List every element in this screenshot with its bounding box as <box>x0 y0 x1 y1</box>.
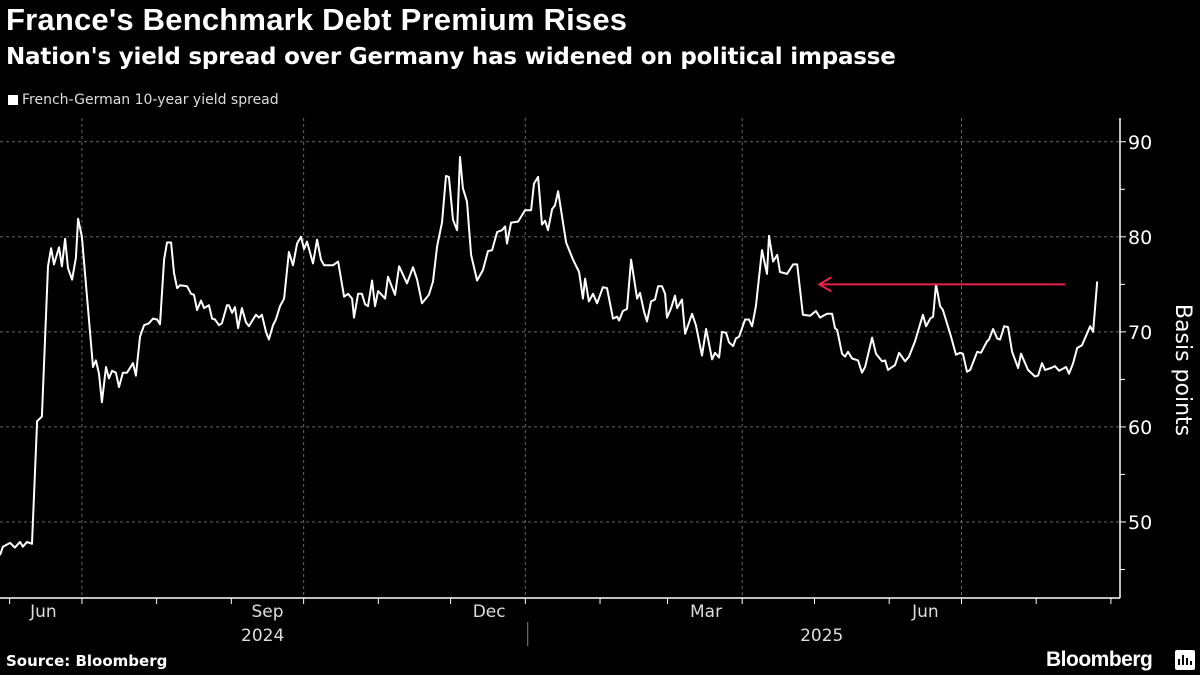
y-tick-label: 70 <box>1128 322 1152 344</box>
legend-label: French-German 10-year yield spread <box>22 92 279 108</box>
y-tick-label: 80 <box>1128 227 1152 249</box>
spread-line <box>0 156 1099 556</box>
x-tick-label: Jun <box>29 602 57 622</box>
gridlines <box>0 118 1120 598</box>
annotation-layer <box>817 276 1066 293</box>
x-tick-label: Mar <box>690 602 722 622</box>
legend: French-German 10-year yield spread <box>8 92 279 108</box>
x-tick-label: Dec <box>473 602 506 622</box>
bloomberg-chart-icon <box>1175 650 1195 670</box>
annotation-arrow-head-icon <box>817 276 832 293</box>
legend-swatch <box>8 95 18 105</box>
chart-title: France's Benchmark Debt Premium Rises <box>6 2 628 37</box>
x-tick-label: Sep <box>251 602 283 622</box>
x-tick-label: Jun <box>911 602 939 622</box>
x-year-label: 2024 <box>241 626 284 646</box>
y-tick-label: 50 <box>1128 512 1152 534</box>
chart-subtitle: Nation's yield spread over Germany has w… <box>6 44 896 70</box>
series-layer <box>0 156 1099 556</box>
x-year-label: 2025 <box>800 626 843 646</box>
y-tick-label: 60 <box>1128 417 1152 439</box>
y-tick-label: 90 <box>1128 132 1152 154</box>
axes: 90 80 70 60 50 Jun Sep Dec Mar Jun 2024 2025 <box>0 118 1152 646</box>
source-note: Source: Bloomberg <box>6 652 168 670</box>
y-axis-title: Basis points <box>1170 304 1195 436</box>
bloomberg-logo: Bloomberg <box>1046 648 1153 671</box>
